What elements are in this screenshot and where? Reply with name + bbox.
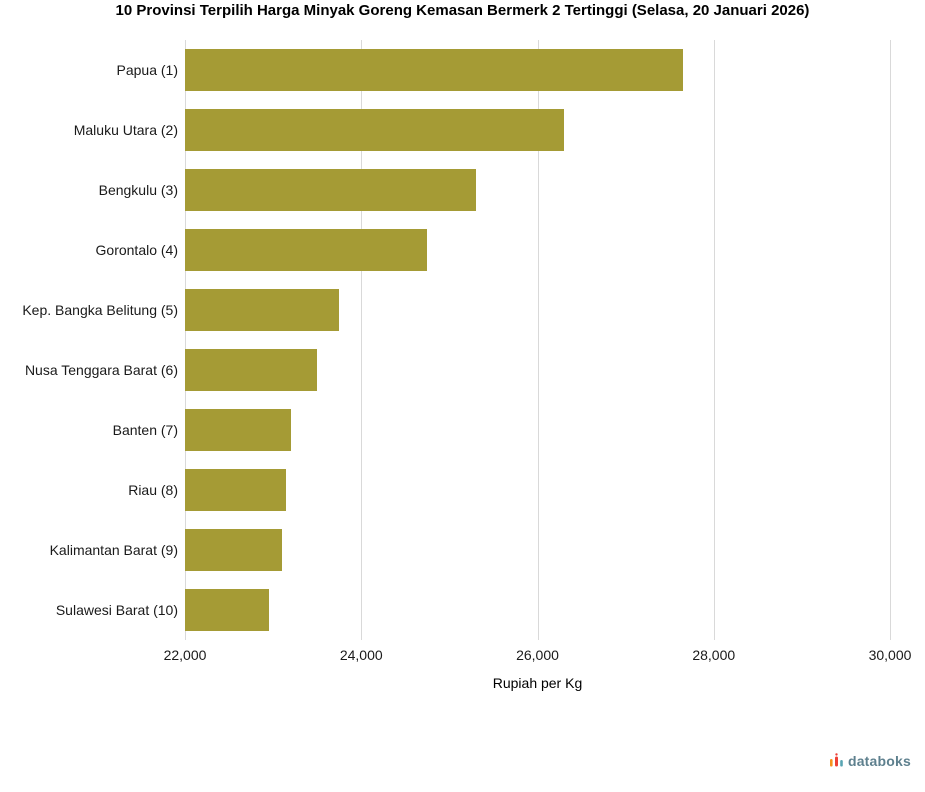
chart-title: 10 Provinsi Terpilih Harga Minyak Goreng… xyxy=(115,2,810,19)
x-tick-label: 24,000 xyxy=(339,647,383,663)
gridline xyxy=(185,40,186,640)
gridline xyxy=(713,40,715,640)
y-category-label: Bengkulu (3) xyxy=(98,182,178,198)
y-category-label: Kalimantan Barat (9) xyxy=(49,542,178,558)
bar[interactable] xyxy=(185,289,340,331)
bar-row xyxy=(185,460,890,520)
x-axis: 22,000 24,000 26,000 28,000 30,000 xyxy=(164,647,912,665)
bar-row xyxy=(185,100,890,160)
gridline xyxy=(361,40,363,640)
bar[interactable] xyxy=(185,49,683,91)
x-tick-label: 26,000 xyxy=(516,647,559,663)
databoks-logo-text: databoks xyxy=(847,753,911,769)
bar[interactable] xyxy=(185,349,318,391)
databoks-icon xyxy=(829,753,844,769)
bar-row xyxy=(185,520,890,580)
bar[interactable] xyxy=(185,529,282,571)
x-tick-label: 22,000 xyxy=(163,647,207,663)
x-tick-label: 28,000 xyxy=(692,647,736,663)
bar[interactable] xyxy=(185,589,269,631)
bar[interactable] xyxy=(185,229,428,271)
bar-row xyxy=(185,400,890,460)
y-category-label: Kep. Bangka Belitung (5) xyxy=(22,302,178,318)
bar-row xyxy=(185,220,890,280)
y-category-label: Papua (1) xyxy=(116,62,178,78)
y-category-label: Banten (7) xyxy=(112,422,178,438)
bar-row xyxy=(185,40,890,100)
bar-row xyxy=(185,160,890,220)
y-category-label: Gorontalo (4) xyxy=(95,242,178,258)
x-tick-label: 30,000 xyxy=(868,647,912,663)
bar-row xyxy=(185,280,890,340)
databoks-logo[interactable]: databoks xyxy=(829,753,911,769)
bar[interactable] xyxy=(185,169,476,211)
gridline xyxy=(537,40,539,640)
bar[interactable] xyxy=(185,109,564,151)
bar[interactable] xyxy=(185,469,287,511)
y-category-label: Riau (8) xyxy=(128,482,178,498)
y-category-label: Maluku Utara (2) xyxy=(73,122,178,138)
gridline xyxy=(890,40,891,640)
bar-row xyxy=(185,340,890,400)
x-axis-title: Rupiah per Kg xyxy=(492,675,583,691)
bar[interactable] xyxy=(185,409,291,451)
y-category-label: Nusa Tenggara Barat (6) xyxy=(24,362,178,378)
bar-row xyxy=(185,580,890,640)
y-axis: Papua (1) Maluku Utara (2) Bengkulu (3) Gor… xyxy=(0,40,178,640)
plot-area xyxy=(185,40,891,640)
y-category-label: Sulawesi Barat (10) xyxy=(55,602,178,618)
